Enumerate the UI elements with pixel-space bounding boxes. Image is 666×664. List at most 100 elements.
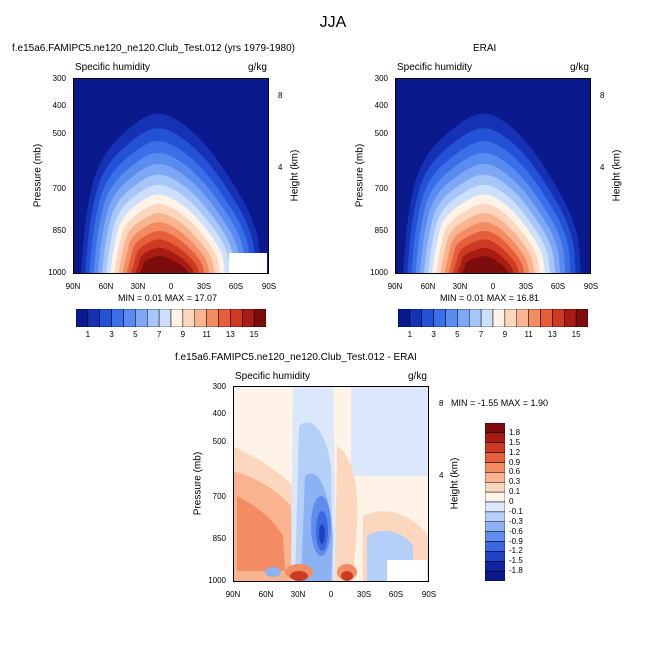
colorbar-swatch [480, 309, 494, 327]
x-tick-label: 90N [387, 282, 403, 291]
y-tick-label: 1000 [208, 576, 226, 585]
colorbar-swatch [485, 541, 505, 552]
y-tick-label: 300 [212, 382, 226, 391]
y-right-tick-label: 4 [439, 471, 444, 480]
y-tick-label: 400 [52, 101, 66, 110]
colorbar-swatch [147, 309, 160, 327]
colorbar-swatch [485, 452, 505, 463]
y-right-tick-label: 8 [439, 399, 444, 408]
colorbar-swatch [445, 309, 458, 327]
colorbar-label: 5 [133, 330, 138, 339]
colorbar-swatch [552, 309, 565, 327]
colorbar-swatch [485, 432, 505, 443]
colorbar-label: 1.2 [509, 447, 521, 457]
x-tick-label: 60S [228, 282, 244, 291]
colorbar-swatch [182, 309, 195, 327]
colorbar-label: 0 [509, 497, 514, 506]
x-tick-label: 90S [421, 590, 437, 599]
x-tick-label: 60N [258, 590, 274, 599]
colorbar-swatch [575, 309, 588, 327]
colorbar-swatch [433, 309, 446, 327]
colorbar-swatch [242, 309, 255, 327]
x-tick-label: 0 [168, 282, 174, 291]
colorbar-swatch [564, 309, 577, 327]
units-label: g/kg [570, 62, 589, 73]
colorbar-swatch [485, 472, 505, 483]
colorbar-swatch [485, 521, 505, 532]
colorbar-swatch [492, 309, 506, 327]
colorbar-swatch [87, 309, 100, 327]
x-tick-label: 30S [196, 282, 212, 291]
colorbar-swatch [158, 309, 172, 327]
colorbar-label: 1.5 [509, 437, 521, 447]
colorbar-label: 0.1 [509, 487, 521, 497]
y-axis-label: Pressure (mb) [32, 143, 44, 208]
y-tick-label: 700 [52, 184, 66, 193]
y-tick-label: 400 [212, 409, 226, 418]
plot-frame [233, 386, 429, 582]
colorbar-label: -0.6 [509, 526, 523, 536]
y-tick-label: 850 [52, 226, 66, 235]
y-tick-label: 1000 [370, 268, 388, 277]
colorbar [76, 309, 266, 327]
contour-fill-layer [73, 78, 269, 274]
min-max-text: MIN = 0.01 MAX = 17.07 [118, 293, 218, 303]
contour-plot [395, 78, 591, 274]
contour-fill-layer [233, 386, 429, 582]
y-tick-label: 500 [374, 129, 388, 138]
colorbar-swatch [504, 309, 517, 327]
contour-fill-layer [395, 78, 591, 274]
colorbar-label: 5 [455, 330, 460, 339]
plot-frame [73, 78, 269, 274]
colorbar-label: 3 [109, 330, 114, 339]
x-tick-label: 90N [225, 590, 241, 599]
contour-band [265, 567, 281, 577]
y-tick-label: 1000 [48, 268, 66, 277]
x-tick-label: 60N [420, 282, 436, 291]
colorbar-label: 9 [180, 330, 186, 339]
y-right-tick-label: 8 [278, 91, 283, 100]
x-tick-label: 0 [328, 590, 334, 599]
colorbar-swatch [485, 501, 505, 513]
colorbar-swatch [76, 309, 89, 327]
colorbar-swatch [485, 423, 505, 434]
colorbar-swatch [170, 309, 184, 327]
colorbar-label: 7 [156, 330, 162, 339]
y-right-axis-label: Height (km) [449, 457, 461, 510]
colorbar-swatch [485, 491, 505, 503]
colorbar-swatch [528, 309, 541, 327]
y-tick-label: 300 [374, 74, 388, 83]
colorbar-label: -1.5 [509, 556, 523, 566]
colorbar-label: 13 [225, 330, 235, 339]
colorbar-label: -1.8 [509, 566, 523, 576]
variable-label: Specific humidity [397, 62, 473, 73]
contour-band [138, 256, 190, 274]
colorbar-swatch [485, 561, 505, 572]
x-tick-label: 30N [130, 282, 146, 291]
plot-frame [395, 78, 591, 274]
missing-data-mask [229, 253, 267, 273]
x-tick-label: 60S [550, 282, 566, 291]
min-max-text: MIN = -1.55 MAX = 1.90 [451, 398, 549, 408]
x-tick-label: 60N [98, 282, 114, 291]
colorbar-label: 1 [85, 330, 91, 339]
y-right-axis-label: Height (km) [289, 149, 301, 202]
x-tick-label: 30S [356, 590, 372, 599]
variable-label: Specific humidity [75, 62, 151, 73]
y-axis-label: Pressure (mb) [354, 143, 366, 208]
y-tick-label: 400 [374, 101, 388, 110]
colorbar-swatch [253, 309, 266, 327]
min-max-text: MIN = 0.01 MAX = 16.81 [440, 293, 540, 303]
colorbar-swatch [485, 531, 505, 542]
colorbar-swatch [485, 511, 505, 522]
x-tick-label: 90N [65, 282, 81, 291]
y-tick-label: 850 [212, 534, 226, 543]
x-tick-label: 90S [261, 282, 277, 291]
colorbar-label: 13 [547, 330, 557, 339]
colorbar-label: -0.3 [509, 516, 523, 526]
colorbar-swatch [485, 551, 505, 562]
colorbar-swatch [485, 570, 505, 581]
missing-data-mask [387, 560, 427, 581]
x-tick-label: 90S [583, 282, 599, 291]
colorbar-swatch [421, 309, 434, 327]
